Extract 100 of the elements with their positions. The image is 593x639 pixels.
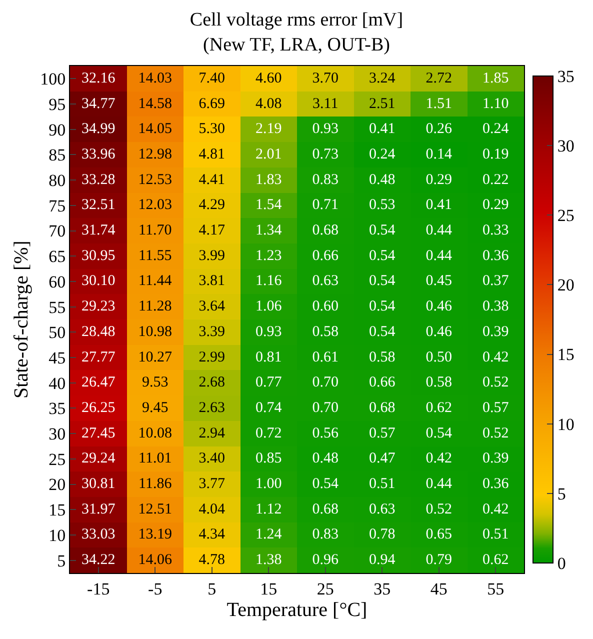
color-bar-label: 15: [557, 345, 574, 364]
data-label: 11.55: [138, 248, 172, 264]
data-label: 0.93: [312, 121, 339, 138]
data-label: 1.34: [256, 222, 282, 239]
data-label: 34.77: [82, 96, 116, 112]
data-label: 12.98: [138, 146, 172, 162]
data-label: 31.97: [82, 501, 116, 518]
data-label: 14.03: [138, 70, 172, 86]
data-label: 1.24: [256, 526, 282, 543]
data-label: 0.77: [256, 374, 282, 391]
data-label: 0.36: [482, 476, 510, 492]
data-label: 3.39: [198, 324, 226, 340]
data-label: 0.68: [369, 400, 396, 416]
color-bar-label: 20: [557, 276, 574, 295]
data-label: 2.01: [256, 146, 282, 162]
data-label: 0.36: [482, 248, 510, 264]
data-label: 1.23: [256, 248, 282, 264]
data-label: 4.78: [198, 552, 226, 568]
data-label: 0.52: [482, 425, 509, 442]
data-label: 28.48: [82, 324, 116, 340]
x-tick-label: 45: [430, 579, 448, 598]
data-label: 0.68: [312, 501, 339, 518]
data-label: 0.78: [369, 526, 396, 543]
data-label: 0.63: [369, 501, 396, 518]
data-label: 0.58: [369, 349, 396, 366]
data-label: 11.70: [138, 222, 172, 239]
data-label: 2.63: [198, 400, 226, 416]
data-label: 0.54: [369, 273, 396, 290]
data-label: 0.66: [369, 374, 396, 391]
data-label: 32.16: [82, 70, 116, 86]
data-label: 2.99: [198, 349, 226, 366]
data-label: 3.70: [312, 70, 339, 86]
data-label: 0.14: [426, 146, 453, 162]
data-label: 0.33: [482, 222, 509, 239]
data-label: 0.48: [312, 450, 339, 467]
data-label: 0.96: [312, 552, 340, 568]
data-label: 0.44: [426, 222, 453, 239]
data-label: 12.51: [138, 501, 172, 518]
data-label: 0.58: [312, 324, 339, 340]
data-label: 34.22: [82, 552, 116, 568]
data-label: 0.42: [482, 501, 509, 518]
color-bar-label: 35: [557, 66, 574, 86]
data-label: 32.51: [82, 197, 116, 214]
data-label: 11.01: [138, 450, 172, 467]
data-label: 14.58: [138, 96, 172, 112]
data-label: 0.70: [312, 400, 339, 416]
data-label: 4.60: [256, 70, 282, 86]
y-tick-label: 40: [48, 374, 66, 393]
data-label: 1.06: [256, 298, 282, 315]
data-label: 3.40: [198, 450, 226, 467]
data-label: 5.30: [198, 121, 226, 138]
data-label: 6.69: [198, 96, 226, 112]
data-label: 1.12: [256, 501, 282, 518]
data-label: 0.42: [482, 349, 509, 366]
data-label: 0.58: [426, 374, 452, 391]
data-label: 26.25: [82, 400, 116, 416]
data-label: 0.51: [482, 526, 509, 543]
data-label: 13.19: [138, 526, 172, 543]
data-label: 4.81: [198, 146, 226, 162]
data-label: 29.24: [82, 450, 116, 467]
data-label: 0.81: [256, 349, 282, 366]
data-label: 0.39: [482, 324, 509, 340]
data-label: 0.54: [369, 324, 396, 340]
data-label: 0.24: [369, 146, 396, 162]
data-label: 1.85: [482, 70, 509, 86]
data-label: 0.79: [426, 552, 452, 568]
data-label: 0.47: [369, 450, 396, 467]
data-label: 0.37: [482, 273, 510, 290]
data-label: 0.57: [369, 425, 396, 442]
data-label: 1.51: [426, 96, 452, 112]
data-label: 4.29: [198, 197, 226, 214]
data-label: 0.42: [426, 450, 452, 467]
data-label: 0.39: [482, 450, 509, 467]
chart-subtitle: (New TF, LRA, OUT-B): [203, 34, 390, 56]
data-label: 31.74: [82, 222, 116, 239]
data-label: 10.98: [138, 324, 172, 340]
y-tick-label: 25: [48, 450, 66, 469]
data-label: 0.46: [426, 324, 453, 340]
x-tick-label: 5: [208, 579, 216, 598]
data-label: 33.03: [82, 526, 116, 543]
data-label: 0.74: [256, 400, 282, 416]
y-tick-label: 70: [48, 222, 66, 241]
data-label: 4.08: [256, 96, 282, 112]
y-tick-label: 15: [48, 500, 66, 520]
data-label: 0.54: [369, 222, 396, 239]
data-label: 0.41: [369, 121, 396, 138]
data-label: 27.77: [82, 349, 116, 366]
data-label: 0.44: [426, 248, 453, 264]
data-label: 0.19: [482, 146, 509, 162]
y-tick-label: 90: [48, 120, 66, 140]
data-label: 0.52: [482, 374, 509, 391]
chart-title: Cell voltage rms error [mV]: [190, 10, 404, 31]
data-label: 1.38: [256, 552, 282, 568]
data-label: 0.54: [426, 425, 453, 442]
data-label: 33.96: [82, 146, 116, 162]
color-bar-label: 5: [557, 484, 566, 504]
data-label: 0.56: [312, 425, 340, 442]
y-tick-label: 10: [48, 526, 66, 545]
data-label: 0.29: [426, 172, 452, 188]
data-label: 9.45: [142, 400, 168, 416]
